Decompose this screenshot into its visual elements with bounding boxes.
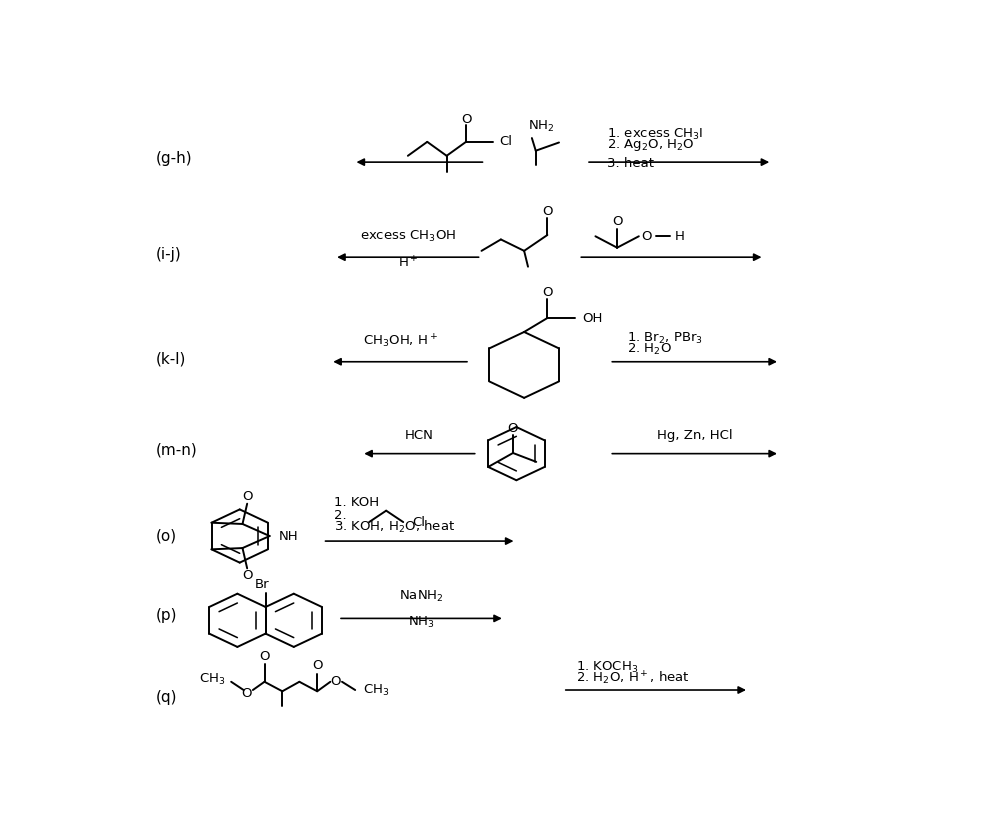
Text: H: H — [674, 230, 684, 243]
Text: O: O — [242, 490, 252, 503]
Text: 2. Ag$_2$O, H$_2$O: 2. Ag$_2$O, H$_2$O — [607, 137, 695, 152]
Text: O: O — [542, 205, 553, 218]
Text: 1. Br$_2$, PBr$_3$: 1. Br$_2$, PBr$_3$ — [627, 331, 703, 346]
Text: (m-n): (m-n) — [156, 443, 198, 458]
Text: excess CH$_3$OH: excess CH$_3$OH — [360, 229, 456, 244]
Text: NH$_2$: NH$_2$ — [528, 119, 554, 133]
Text: (p): (p) — [156, 607, 178, 623]
Text: NaNH$_2$: NaNH$_2$ — [399, 588, 443, 604]
Text: 1. KOH: 1. KOH — [334, 496, 379, 509]
Text: OH: OH — [582, 312, 603, 324]
Text: O: O — [641, 230, 652, 243]
Text: 2. H$_2$O: 2. H$_2$O — [627, 342, 672, 357]
Text: CH$_3$OH, H$^+$: CH$_3$OH, H$^+$ — [363, 332, 438, 350]
Text: 2. H$_2$O, H$^+$, heat: 2. H$_2$O, H$^+$, heat — [576, 670, 690, 687]
Text: O: O — [241, 687, 252, 700]
Text: O: O — [508, 422, 518, 435]
Text: O: O — [242, 570, 252, 583]
Text: 1. excess CH$_3$I: 1. excess CH$_3$I — [607, 128, 703, 142]
Text: CH$_3$: CH$_3$ — [363, 682, 389, 698]
Text: HCN: HCN — [405, 429, 434, 442]
Text: 3. KOH, H$_2$O, heat: 3. KOH, H$_2$O, heat — [334, 518, 455, 535]
Text: (o): (o) — [156, 528, 177, 543]
Text: 3. heat: 3. heat — [607, 157, 654, 170]
Text: O: O — [612, 215, 622, 228]
Text: (q): (q) — [156, 690, 178, 705]
Text: 1. KOCH$_3$: 1. KOCH$_3$ — [576, 660, 638, 675]
Text: Cl: Cl — [413, 515, 426, 528]
Text: NH$_3$: NH$_3$ — [408, 616, 434, 630]
Text: O: O — [461, 113, 471, 126]
Text: NH: NH — [279, 529, 299, 542]
Text: Cl: Cl — [499, 135, 512, 148]
Text: CH$_3$: CH$_3$ — [199, 672, 225, 687]
Text: O: O — [312, 659, 322, 672]
Text: O: O — [259, 650, 270, 663]
Text: O: O — [542, 286, 553, 300]
Text: (k-l): (k-l) — [156, 351, 186, 366]
Text: 2.: 2. — [334, 509, 347, 522]
Text: O: O — [330, 676, 340, 688]
Text: Hg, Zn, HCl: Hg, Zn, HCl — [657, 429, 732, 442]
Text: H$^+$: H$^+$ — [398, 255, 418, 271]
Text: Br: Br — [254, 578, 269, 591]
Text: (i-j): (i-j) — [156, 247, 182, 262]
Text: (g-h): (g-h) — [156, 151, 193, 166]
